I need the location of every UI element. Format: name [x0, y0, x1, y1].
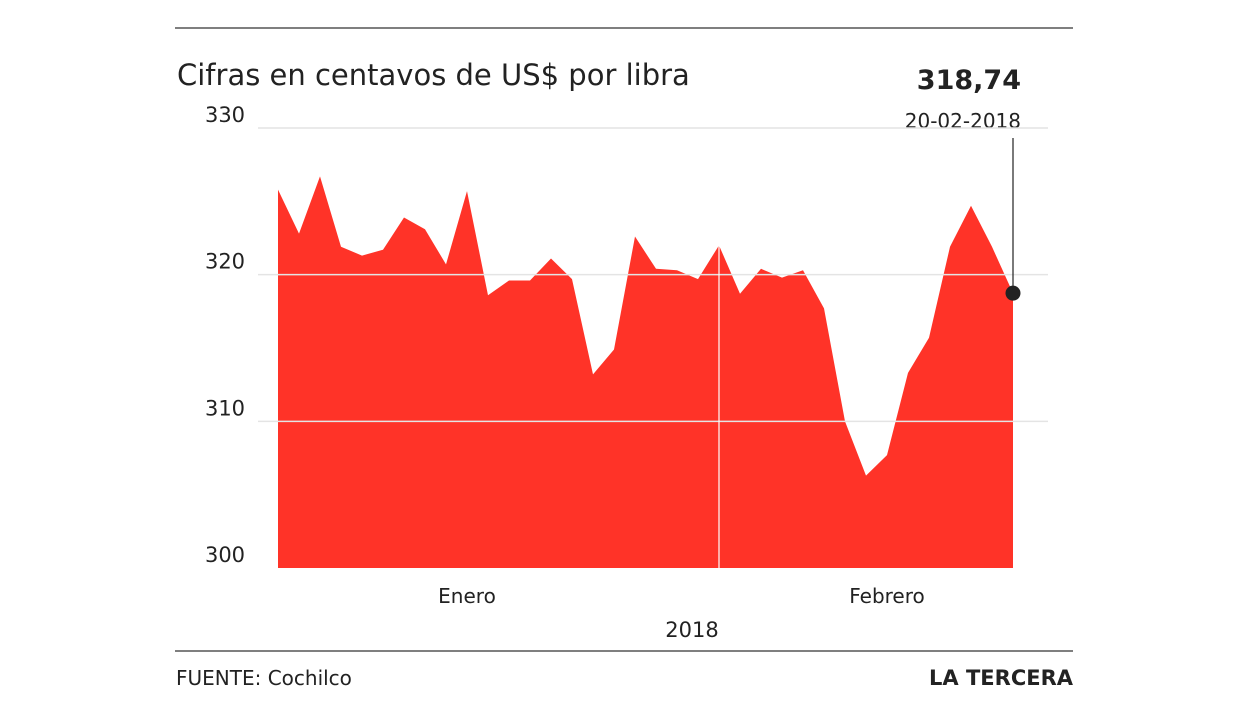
- annotation-date: 20-02-2018: [905, 109, 1021, 133]
- y-tick-label: 300: [205, 543, 245, 567]
- annotation-dot: [1005, 285, 1021, 301]
- y-tick-label: 330: [205, 103, 245, 127]
- value-label: 318,74: [917, 65, 1021, 96]
- y-tick-label: 320: [205, 250, 245, 274]
- x-axis-label: 2018: [665, 618, 718, 642]
- x-tick-label: Febrero: [849, 584, 925, 608]
- y-tick-label: 310: [205, 396, 245, 420]
- brand: LA TERCERA: [929, 666, 1074, 690]
- chart-title: Cifras en centavos de US$ por libra: [177, 58, 690, 92]
- x-tick-label: Enero: [438, 584, 496, 608]
- source: FUENTE: Cochilco: [176, 666, 352, 690]
